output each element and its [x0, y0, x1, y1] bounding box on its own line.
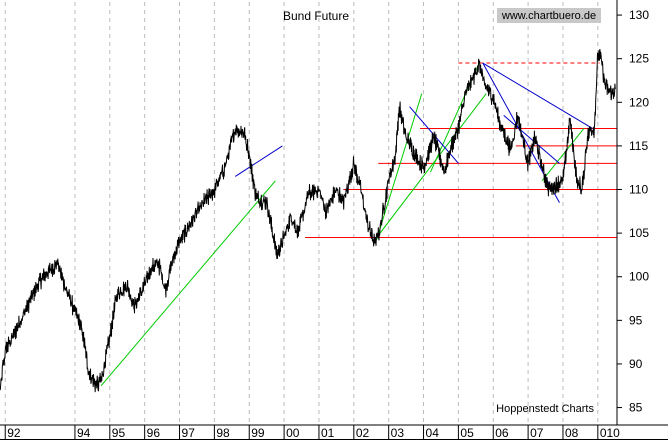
watermark-box: [497, 8, 601, 23]
grid: [4, 2, 599, 425]
x-tick-label: 03: [391, 426, 405, 440]
x-tick-label: 06: [495, 426, 509, 440]
x-tick-label: 010: [600, 426, 620, 440]
x-tick-label: 08: [565, 426, 579, 440]
price-line: [0, 48, 616, 393]
x-tick-label: 96: [147, 426, 161, 440]
chart-title: Bund Future: [283, 9, 349, 23]
y-tick-label: 85: [629, 401, 643, 415]
x-tick-label: 94: [77, 426, 91, 440]
y-tick-label: 105: [629, 226, 649, 240]
x-tick-label: 00: [286, 426, 300, 440]
uptrend-line: [100, 180, 276, 387]
y-tick-label: 125: [629, 52, 649, 66]
y-tick-label: 90: [629, 357, 643, 371]
source-label: Hoppenstedt Charts: [496, 403, 594, 415]
y-tick-label: 115: [629, 139, 648, 153]
downtrend-line: [235, 145, 283, 177]
x-tick-label: 01: [321, 426, 335, 440]
x-tick-label: 92: [7, 426, 21, 440]
x-tick-label: 05: [460, 426, 474, 440]
x-tick-label: 98: [216, 426, 230, 440]
y-tick-label: 95: [629, 313, 643, 327]
x-tick-label: 04: [426, 426, 440, 440]
x-tick-label: 99: [251, 426, 265, 440]
y-tick-label: 130: [629, 8, 649, 22]
downtrend-line: [503, 115, 560, 164]
downtrend-line: [482, 62, 593, 129]
x-tick-label: 02: [356, 426, 370, 440]
y-tick-label: 100: [629, 270, 649, 284]
uptrend-line: [374, 93, 487, 241]
uptrend-line: [541, 128, 585, 182]
price-series: [0, 48, 616, 393]
x-tick-label: 07: [530, 426, 544, 440]
y-tick-label: 120: [629, 95, 649, 109]
x-tick-label: 97: [182, 426, 196, 440]
x-tick-label: 95: [112, 426, 126, 440]
watermark: www.chartbuero.de: [501, 10, 596, 22]
y-tick-label: 110: [629, 183, 648, 197]
uptrend-line: [375, 93, 423, 241]
